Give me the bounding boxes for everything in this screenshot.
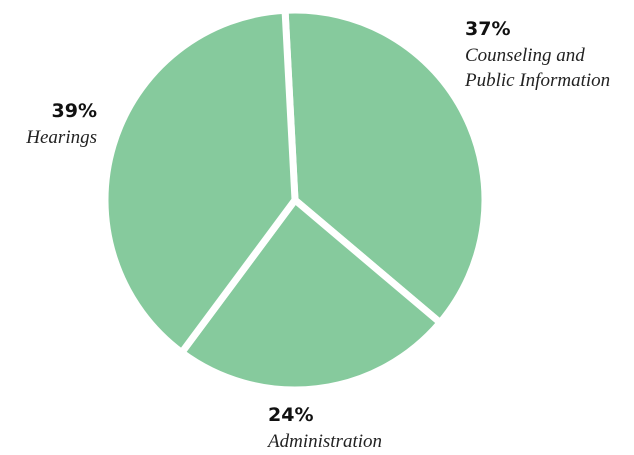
- slice-label: 39% Hearings: [0, 102, 97, 150]
- category-label: Counseling and Public Information: [465, 45, 611, 91]
- slice-label: 24% Administration: [268, 406, 468, 454]
- category-label: Administration: [268, 431, 383, 452]
- pie-slice: [101, 6, 299, 357]
- pie-slice: [178, 196, 444, 394]
- value-label: 37%: [465, 18, 511, 40]
- category-label: Hearings: [26, 127, 97, 148]
- pie-slice: [281, 6, 489, 327]
- value-label: 39%: [51, 100, 97, 122]
- slice-label: 37% Counseling and Public Information: [465, 20, 634, 93]
- value-label: 24%: [268, 404, 314, 426]
